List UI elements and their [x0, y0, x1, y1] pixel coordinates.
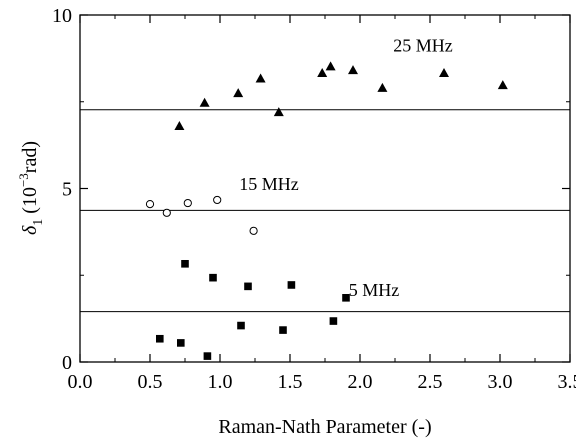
- x-tick-label: 3.0: [488, 371, 513, 393]
- square-point: [181, 259, 189, 268]
- triangle-point: [317, 67, 328, 77]
- y-axis-unit-prefix: (10: [19, 187, 41, 214]
- y-axis-label: δ1 (10−3rad): [16, 141, 46, 235]
- triangle-point: [255, 73, 266, 83]
- triangle-point: [174, 121, 185, 131]
- x-tick-label: 1.5: [278, 371, 303, 393]
- circle-point: [145, 200, 155, 209]
- triangle-point: [348, 65, 358, 75]
- x-tick-label: 0.0: [68, 371, 93, 393]
- square-point: [237, 321, 245, 330]
- circle-point: [213, 195, 222, 205]
- x-tick-label: 2.0: [348, 371, 373, 393]
- x-tick-label: 0.5: [138, 371, 163, 393]
- square-point: [287, 281, 296, 289]
- x-tick-label: 1.0: [208, 371, 233, 393]
- y-axis-unit-suffix: rad): [19, 141, 41, 173]
- circle-point: [183, 198, 192, 208]
- x-axis-ticks: 0.0 0.5 1.0 1.5 2.0 2.5 3.0 3.5: [68, 15, 576, 393]
- square-point: [209, 273, 217, 282]
- triangle-point: [377, 82, 388, 92]
- x-tick-label: 3.5: [558, 371, 576, 393]
- y-axis-symbol: δ: [19, 225, 41, 235]
- y-axis-exponent: −3: [16, 173, 31, 187]
- triangle-point: [233, 88, 244, 98]
- circle-point: [162, 208, 171, 217]
- circle-point: [249, 226, 258, 235]
- y-tick-label: 5: [62, 179, 72, 201]
- square-point: [342, 294, 350, 302]
- triangle-point: [199, 97, 210, 107]
- square-point: [203, 352, 212, 360]
- square-point: [279, 326, 287, 334]
- y-tick-label: 0: [62, 352, 72, 374]
- reference-lines: [80, 109, 570, 313]
- square-point: [329, 317, 338, 325]
- y-axis-ticks: 0 5 10: [52, 5, 570, 374]
- y-tick-label: 10: [52, 5, 72, 27]
- data-points: [145, 61, 508, 360]
- x-tick-label: 2.5: [418, 371, 443, 393]
- plot-area-border: [79, 14, 571, 363]
- series-label: 25 MHz: [393, 35, 453, 55]
- square-point: [156, 334, 164, 343]
- triangle-point: [273, 107, 284, 117]
- square-point: [177, 339, 185, 347]
- square-point: [244, 282, 252, 291]
- series-label: 5 MHz: [349, 280, 400, 300]
- triangle-point: [439, 67, 449, 77]
- series-labels: 25 MHz 15 MHz 5 MHz: [239, 35, 453, 300]
- series-label: 15 MHz: [239, 174, 299, 194]
- plot-frame: [79, 14, 571, 363]
- x-axis-label: Raman-Nath Parameter (-): [218, 416, 431, 438]
- y-axis-subscript: 1: [31, 219, 46, 226]
- triangle-point: [325, 61, 336, 71]
- triangle-point: [497, 80, 508, 90]
